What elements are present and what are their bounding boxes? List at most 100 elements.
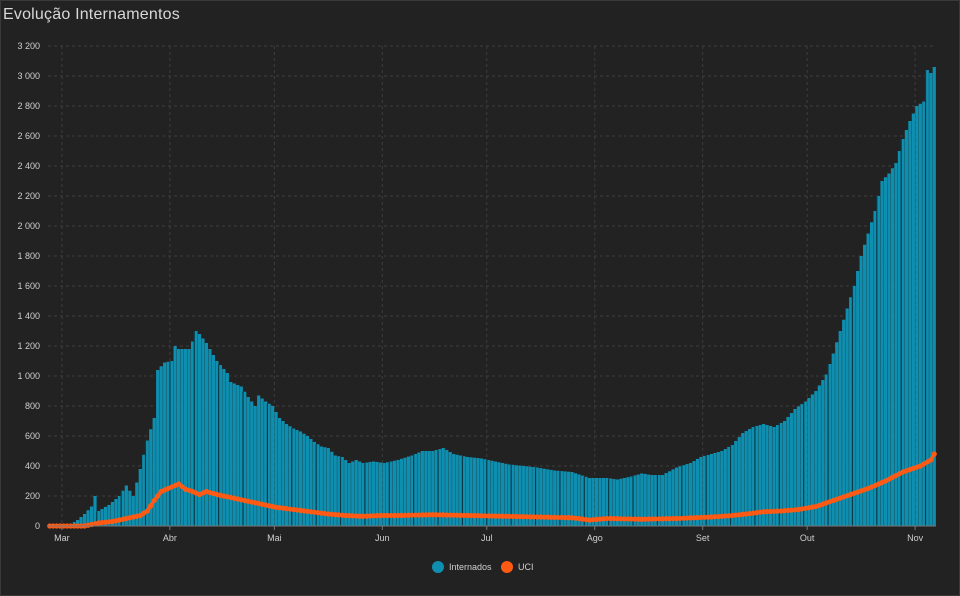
bar-internados[interactable] (828, 364, 832, 526)
bar-internados[interactable] (713, 452, 717, 526)
bar-internados[interactable] (849, 297, 853, 526)
bar-internados[interactable] (612, 479, 616, 526)
bar-internados[interactable] (500, 463, 505, 526)
bar-internados[interactable] (333, 455, 337, 527)
bar-internados[interactable] (789, 413, 794, 526)
bar-internados[interactable] (807, 398, 811, 526)
bar-internados[interactable] (135, 482, 139, 527)
point-uci[interactable] (148, 503, 154, 509)
bar-internados[interactable] (250, 401, 254, 527)
bar-internados[interactable] (493, 461, 498, 527)
bar-internados[interactable] (856, 271, 860, 526)
bar-internados[interactable] (727, 446, 731, 526)
bar-internados[interactable] (695, 458, 700, 526)
point-uci[interactable] (928, 457, 934, 463)
bar-internados[interactable] (904, 130, 908, 526)
bar-internados[interactable] (378, 462, 383, 526)
bar-internados[interactable] (535, 467, 539, 527)
bar-internados[interactable] (152, 418, 156, 526)
bar-internados[interactable] (619, 478, 623, 526)
bar-internados[interactable] (246, 397, 250, 526)
bar-internados[interactable] (716, 452, 720, 526)
bar-internados[interactable] (382, 463, 386, 526)
bar-internados[interactable] (869, 222, 874, 526)
bar-internados[interactable] (100, 509, 104, 526)
bar-internados[interactable] (890, 168, 895, 526)
bar-internados[interactable] (650, 475, 654, 526)
bar-internados[interactable] (131, 496, 135, 526)
bar-internados[interactable] (842, 319, 846, 526)
bar-internados[interactable] (149, 429, 153, 526)
bar-internados[interactable] (762, 424, 766, 526)
bar-internados[interactable] (138, 469, 142, 526)
bar-internados[interactable] (271, 406, 275, 526)
bar-internados[interactable] (396, 460, 400, 526)
bar-internados[interactable] (403, 457, 407, 526)
bar-internados[interactable] (483, 459, 487, 526)
legend-swatch-internados[interactable] (432, 561, 444, 573)
bar-internados[interactable] (89, 506, 94, 527)
bar-internados[interactable] (375, 461, 379, 526)
bar-internados[interactable] (664, 473, 668, 526)
bar-internados[interactable] (208, 349, 212, 526)
bar-internados[interactable] (156, 370, 160, 526)
bar-internados[interactable] (567, 471, 571, 526)
bar-internados[interactable] (688, 463, 693, 526)
legend-swatch-uci[interactable] (501, 561, 513, 573)
bar-internados[interactable] (706, 455, 710, 526)
bar-internados[interactable] (76, 520, 80, 526)
bar-internados[interactable] (114, 499, 118, 526)
bar-internados[interactable] (661, 475, 665, 526)
bar-internados[interactable] (685, 464, 689, 526)
bar-internados[interactable] (897, 151, 902, 526)
bar-internados[interactable] (591, 478, 595, 526)
bar-internados[interactable] (880, 181, 884, 526)
bar-internados[interactable] (96, 511, 101, 526)
bar-internados[interactable] (163, 362, 167, 527)
bar-internados[interactable] (786, 416, 790, 526)
bar-internados[interactable] (908, 121, 912, 526)
bar-internados[interactable] (82, 514, 87, 526)
bar-internados[interactable] (925, 70, 929, 526)
bar-internados[interactable] (431, 451, 435, 526)
bar-internados[interactable] (546, 469, 550, 526)
bar-internados[interactable] (643, 473, 647, 526)
bar-internados[interactable] (692, 461, 696, 526)
bar-internados[interactable] (668, 471, 672, 526)
bar-internados[interactable] (452, 454, 456, 526)
bar-internados[interactable] (594, 478, 599, 526)
bar-internados[interactable] (441, 448, 445, 526)
bar-internados[interactable] (239, 386, 243, 527)
bar-internados[interactable] (866, 233, 870, 527)
bar-internados[interactable] (918, 103, 922, 526)
bar-internados[interactable] (674, 467, 679, 527)
bar-internados[interactable] (887, 173, 891, 527)
point-uci[interactable] (144, 508, 150, 514)
bar-internados[interactable] (702, 455, 707, 526)
bar-internados[interactable] (824, 374, 828, 527)
point-uci[interactable] (155, 493, 161, 499)
legend-label-internados[interactable]: Internados (449, 562, 492, 572)
bar-internados[interactable] (782, 421, 787, 526)
bar-internados[interactable] (573, 473, 578, 526)
bar-internados[interactable] (570, 472, 574, 526)
bar-internados[interactable] (755, 425, 759, 526)
bar-internados[interactable] (518, 465, 522, 526)
bar-internados[interactable] (876, 196, 881, 526)
bar-internados[interactable] (417, 452, 421, 527)
bar-internados[interactable] (608, 478, 612, 526)
bar-internados[interactable] (556, 470, 560, 526)
bar-internados[interactable] (434, 449, 438, 526)
bar-internados[interactable] (201, 338, 205, 527)
bar-internados[interactable] (232, 383, 236, 527)
bar-internados[interactable] (814, 391, 818, 526)
bar-internados[interactable] (340, 457, 344, 526)
bar-internados[interactable] (622, 478, 626, 526)
bar-internados[interactable] (257, 395, 261, 527)
bar-internados[interactable] (103, 506, 108, 526)
bar-internados[interactable] (514, 465, 518, 526)
bar-internados[interactable] (361, 463, 365, 526)
bar-internados[interactable] (389, 461, 393, 527)
bar-internados[interactable] (758, 425, 762, 526)
bar-internados[interactable] (337, 456, 341, 526)
